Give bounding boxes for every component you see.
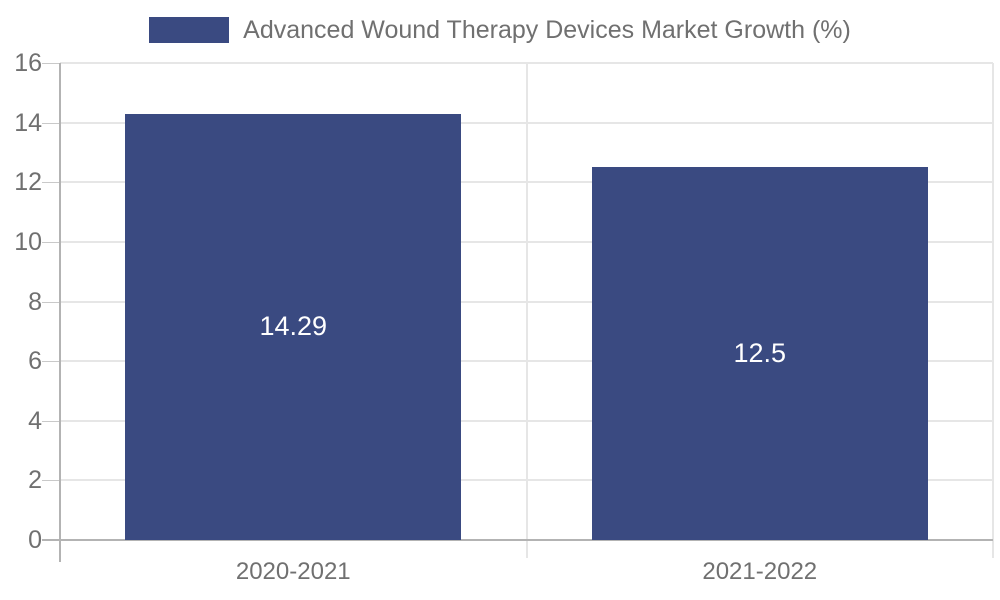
y-tick-label: 16 <box>14 49 42 77</box>
y-tick-mark <box>42 63 60 64</box>
y-tick-label: 0 <box>28 526 42 554</box>
x-axis-line <box>42 539 993 541</box>
bar[interactable]: 12.5 <box>591 167 928 540</box>
y-tick-label: 10 <box>14 227 42 256</box>
bar[interactable]: 14.29 <box>125 113 462 540</box>
x-gridline <box>525 63 528 558</box>
bar-value-label: 12.5 <box>733 338 787 369</box>
y-tick-label: 12 <box>14 168 42 197</box>
x-axis-label: 2021-2022 <box>702 558 818 585</box>
y-tick-mark <box>42 480 60 482</box>
legend-swatch <box>149 17 230 43</box>
y-tick-mark <box>42 241 60 243</box>
y-tick-mark <box>42 420 60 422</box>
legend-label: Advanced Wound Therapy Devices Market Gr… <box>243 16 851 44</box>
y-tick-mark <box>42 361 60 363</box>
y-tick-label: 2 <box>28 466 42 495</box>
y-tick-mark <box>42 122 60 124</box>
y-tick-label: 6 <box>28 347 42 376</box>
y-tick-label: 4 <box>28 406 42 435</box>
y-tick-mark <box>42 182 60 184</box>
bar-value-label: 14.29 <box>259 311 328 342</box>
x-axis-label: 2020-2021 <box>235 558 351 585</box>
y-axis-line <box>59 63 61 562</box>
y-tick-label: 8 <box>28 287 42 316</box>
x-gridline <box>992 63 994 558</box>
y-tick-mark <box>42 301 60 303</box>
legend[interactable]: Advanced Wound Therapy Devices Market Gr… <box>0 17 1000 43</box>
y-tick-label: 14 <box>14 108 42 137</box>
